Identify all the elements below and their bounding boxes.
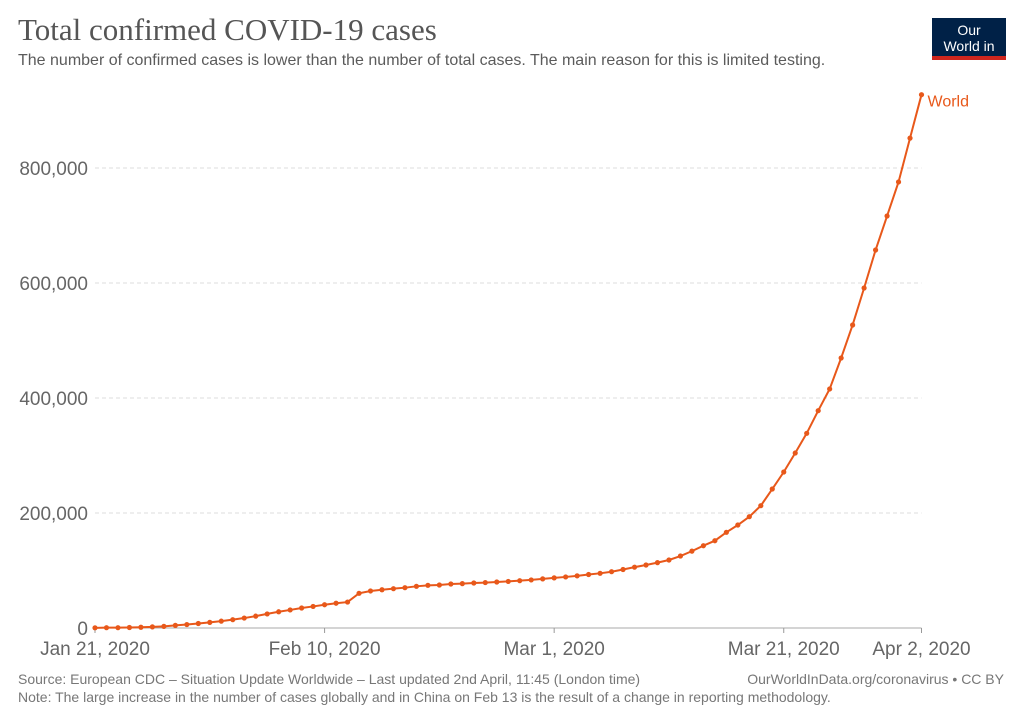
data-point <box>402 585 408 591</box>
data-point <box>299 605 305 611</box>
data-point <box>608 569 615 575</box>
series-label: World <box>928 94 970 111</box>
data-point <box>631 564 638 570</box>
source-text: Source: European CDC – Situation Update … <box>18 671 641 687</box>
series-line-world <box>94 94 923 629</box>
data-point <box>126 624 133 631</box>
data-point <box>138 624 144 630</box>
data-point <box>654 560 661 566</box>
data-point <box>700 543 706 549</box>
y-tick-label: 600,000 <box>19 274 88 295</box>
data-point <box>689 548 695 554</box>
note-text: Note: The large increase in the number o… <box>18 689 831 705</box>
data-point <box>574 573 580 579</box>
data-point <box>287 607 293 613</box>
data-point <box>804 430 810 436</box>
data-point <box>517 578 523 584</box>
data-point <box>884 213 890 219</box>
data-point <box>115 625 121 631</box>
data-point <box>677 553 684 559</box>
data-point <box>551 575 557 581</box>
data-point <box>425 582 431 588</box>
data-point <box>379 587 385 593</box>
x-tick-label: Feb 10, 2020 <box>269 639 381 660</box>
x-tick-label: Mar 21, 2020 <box>728 639 840 660</box>
data-point <box>505 578 511 585</box>
data-point <box>792 450 798 456</box>
data-point <box>758 503 764 509</box>
data-point <box>172 622 178 628</box>
chart-subtitle: The number of confirmed cases is lower t… <box>18 52 826 69</box>
data-point <box>827 386 833 392</box>
source-link[interactable]: OurWorldInData.org/coronavirus • CC BY <box>747 671 1004 687</box>
data-point <box>459 581 465 587</box>
data-point <box>344 599 351 605</box>
data-point <box>712 538 718 544</box>
data-point <box>723 529 729 535</box>
logo-bar <box>932 56 1006 60</box>
data-point <box>149 624 155 630</box>
data-point <box>907 135 913 141</box>
y-tick-label: 200,000 <box>19 504 88 525</box>
data-point <box>264 611 270 617</box>
data-point <box>781 469 787 475</box>
y-tick-label: 400,000 <box>19 389 88 410</box>
data-point <box>838 355 844 361</box>
data-point <box>528 577 534 583</box>
data-point <box>367 588 374 594</box>
y-tick-label: 800,000 <box>19 159 88 180</box>
data-point <box>310 603 316 610</box>
data-point <box>207 619 213 625</box>
x-tick-label: Mar 1, 2020 <box>503 639 604 660</box>
data-point <box>643 562 649 568</box>
x-tick-label: Jan 21, 2020 <box>40 639 150 660</box>
data-point <box>333 600 339 606</box>
data-point <box>241 615 247 621</box>
data-point <box>471 580 477 586</box>
owid-logo[interactable]: Our World in Data <box>932 18 1006 70</box>
data-point <box>436 582 442 588</box>
data-point <box>218 618 224 624</box>
data-point <box>494 579 500 585</box>
data-point <box>92 625 98 631</box>
data-point <box>620 566 626 573</box>
data-point <box>586 571 592 578</box>
data-point <box>482 579 488 586</box>
y-tick-label: 0 <box>77 619 88 640</box>
data-point <box>872 247 879 253</box>
data-point <box>735 522 741 528</box>
data-point <box>184 621 190 628</box>
data-point <box>195 620 201 627</box>
data-point <box>746 514 752 520</box>
data-point <box>666 557 672 563</box>
x-tick-label: Apr 2, 2020 <box>872 639 970 660</box>
data-point <box>815 408 821 414</box>
data-point <box>390 586 397 592</box>
data-point <box>540 576 546 582</box>
data-point <box>850 322 856 328</box>
data-point <box>276 609 282 615</box>
data-point <box>253 613 259 619</box>
data-point <box>918 92 925 98</box>
data-point <box>161 623 167 629</box>
data-point <box>769 486 775 492</box>
data-point <box>895 179 902 185</box>
chart-title: Total confirmed COVID-19 cases <box>18 12 437 47</box>
data-point <box>861 285 867 291</box>
data-point <box>448 581 454 587</box>
data-point <box>563 574 569 580</box>
data-point <box>356 590 362 596</box>
data-point <box>103 625 110 631</box>
data-point <box>597 570 603 576</box>
data-point <box>230 617 236 623</box>
data-point <box>413 583 420 589</box>
data-point <box>321 602 328 608</box>
